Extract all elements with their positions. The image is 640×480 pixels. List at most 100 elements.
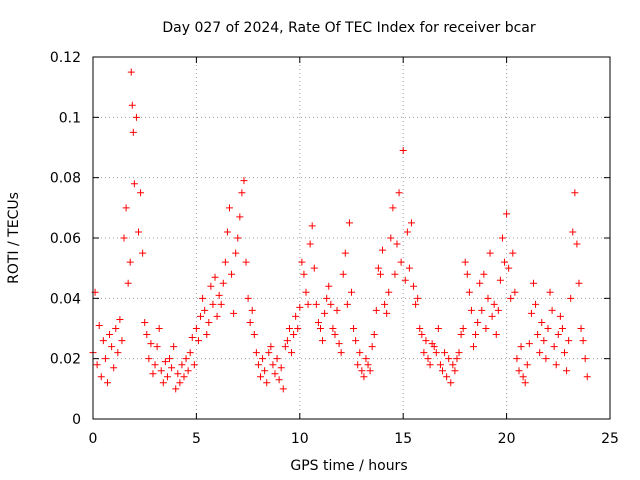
data-point [95,321,103,329]
data-point [372,306,380,314]
data-point [515,367,523,375]
data-point [221,258,229,266]
data-point [525,340,533,348]
data-point [575,279,583,287]
data-point [573,240,581,248]
data-point [294,325,302,332]
data-point [230,309,238,317]
data-point [441,349,449,357]
data-point [306,240,314,248]
data-point [513,355,521,363]
data-point [339,270,347,278]
data-point [271,370,279,378]
data-point [223,228,231,236]
data-point [217,300,225,308]
data-point [97,373,105,381]
data-point [197,312,205,320]
data-point [302,288,310,296]
data-point [492,331,500,339]
data-point [112,325,120,332]
data-point [219,279,227,287]
data-point [333,306,341,314]
data-point [583,373,591,381]
x-axis-label: GPS time / hours [290,458,407,474]
data-point [385,288,393,296]
data-point [319,337,327,345]
data-point [114,349,122,357]
data-point [120,234,128,242]
data-point [364,361,372,369]
data-point [389,204,397,212]
data-point [438,367,446,375]
data-point [451,367,459,375]
data-point [192,325,200,332]
data-point [412,300,420,308]
data-point [203,331,211,339]
data-point [459,325,467,332]
data-point [170,343,178,351]
data-point [273,355,281,363]
data-point [457,331,465,339]
y-tick-label: 0.08 [50,171,81,187]
data-point [569,228,577,236]
data-point [360,373,368,381]
grid-lines [93,57,610,419]
data-point [397,258,405,266]
data-point [269,361,277,369]
data-point [538,318,546,326]
data-point [501,258,509,266]
data-point [147,340,155,348]
data-point [248,306,256,314]
data-point [416,325,424,332]
data-point [201,306,209,314]
data-point [463,270,471,278]
data-point [141,318,149,326]
data-point [542,355,550,363]
data-point [432,349,440,357]
data-point [314,318,322,326]
data-point [567,294,575,302]
data-point [426,361,434,369]
y-axis-label: ROTI / TECUs [6,192,22,284]
data-point [563,367,571,375]
data-point [205,318,213,326]
data-point [488,312,496,320]
data-point [490,300,498,308]
data-point [254,361,262,369]
data-point [478,306,486,314]
data-point [238,189,246,197]
data-point [577,325,585,332]
data-point [470,343,478,351]
data-point [350,325,358,332]
data-point [292,312,300,320]
data-point [236,213,244,221]
data-point [418,331,426,339]
data-point [407,219,415,227]
data-point [139,249,147,257]
data-point [445,355,453,363]
data-point [496,276,504,284]
data-point [250,331,258,339]
x-tick-label: 20 [498,431,516,447]
y-tick-label: 0.06 [50,231,81,247]
y-tick-label: 0.02 [50,352,81,368]
data-point [395,189,403,197]
x-tick-label: 10 [291,431,309,447]
data-point [134,228,142,236]
data-point [207,282,215,290]
data-point [455,349,463,357]
data-point [321,309,329,317]
data-point [261,367,269,375]
data-point [474,318,482,326]
data-point [225,204,233,212]
data-point [379,246,387,254]
data-point [118,337,126,345]
data-points [89,68,591,393]
data-point [103,379,111,387]
chart-title: Day 027 of 2024, Rate Of TEC Index for r… [162,20,536,36]
data-point [157,367,165,375]
data-point [523,361,531,369]
data-point [325,282,333,290]
data-point [288,349,296,357]
